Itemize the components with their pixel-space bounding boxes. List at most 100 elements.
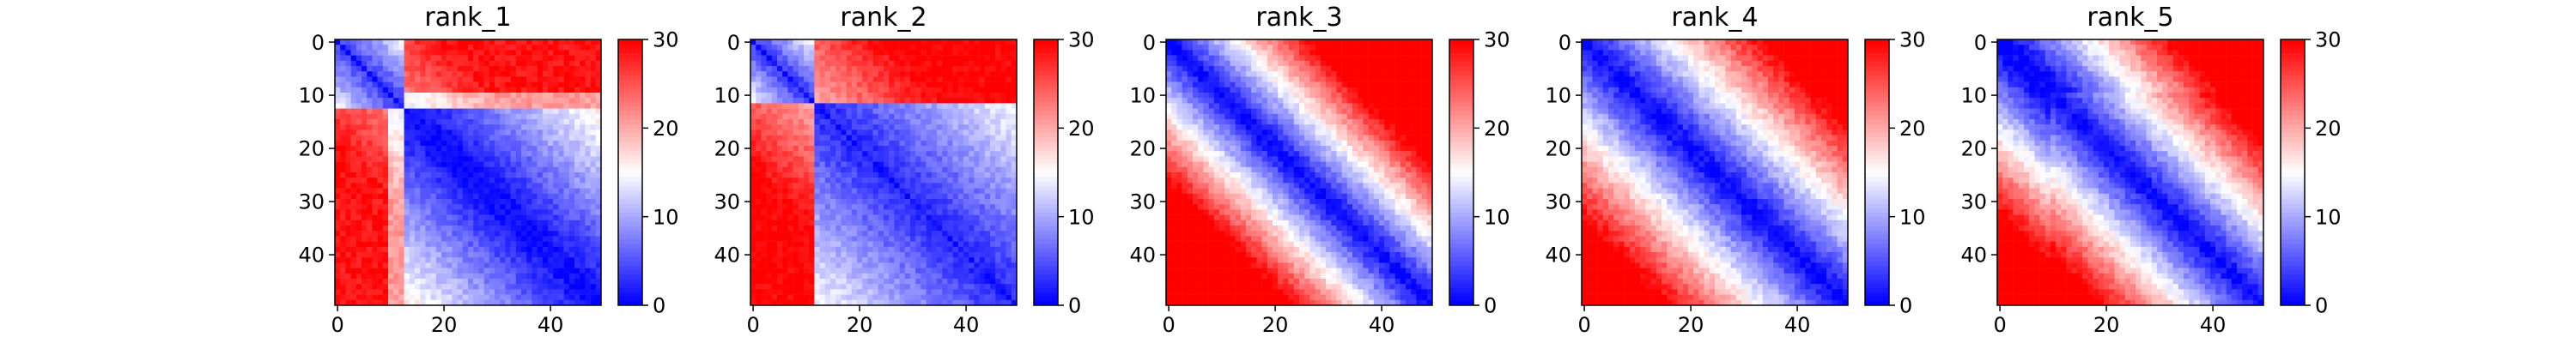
heatmap-cell <box>857 236 863 242</box>
heatmap-cell <box>409 66 416 72</box>
heatmap-cell <box>963 268 969 274</box>
heatmap-cell <box>367 231 373 237</box>
heatmap-cell <box>830 124 836 130</box>
heatmap-cell <box>542 76 549 82</box>
heatmap-cell <box>340 45 346 51</box>
heatmap-cell <box>537 113 544 120</box>
heatmap-cell <box>947 183 953 189</box>
heatmap-cell <box>526 45 532 51</box>
heatmap-cell <box>1005 226 1012 232</box>
heatmap-cell <box>500 226 506 232</box>
heatmap-cell <box>415 284 421 290</box>
heatmap-cell <box>404 188 410 195</box>
heatmap-cell <box>382 188 389 195</box>
heatmap-cell <box>521 289 527 295</box>
heatmap-cell <box>857 146 863 152</box>
heatmap-cell <box>957 129 964 135</box>
heatmap-cell <box>904 257 911 263</box>
heatmap-cell <box>926 71 933 77</box>
heatmap-cell <box>548 246 554 253</box>
heatmap-cell <box>750 108 756 115</box>
heatmap-cell <box>468 183 474 189</box>
heatmap-cell <box>558 146 564 152</box>
heatmap-cell <box>377 93 384 99</box>
heatmap-cell <box>435 220 442 226</box>
heatmap-cell <box>947 262 953 268</box>
heatmap-cell <box>542 129 549 135</box>
heatmap-cell <box>984 268 991 274</box>
heatmap-cell <box>910 39 916 45</box>
heatmap-cell <box>756 60 762 67</box>
heatmap-cell <box>483 129 490 135</box>
heatmap-cell <box>447 76 453 82</box>
heatmap-cell <box>468 226 474 232</box>
heatmap-cell <box>388 156 394 162</box>
heatmap-cell <box>355 204 362 210</box>
heatmap-cell <box>910 129 916 135</box>
heatmap-cell <box>478 257 484 263</box>
heatmap-cell <box>393 226 399 232</box>
heatmap-cell <box>526 108 532 115</box>
heatmap-cell <box>537 81 544 88</box>
heatmap-cell <box>345 241 351 248</box>
heatmap-cell <box>952 178 959 184</box>
heatmap-cell <box>367 294 373 301</box>
heatmap-cell <box>441 262 447 268</box>
heatmap-cell <box>761 55 767 62</box>
heatmap-cell <box>548 209 554 215</box>
heatmap-cell <box>937 220 943 226</box>
heatmap-cell <box>350 209 357 215</box>
heatmap-cell <box>553 188 559 195</box>
heatmap-cell <box>862 209 868 215</box>
heatmap-cell <box>580 299 586 306</box>
heatmap-cell <box>899 140 906 147</box>
heatmap-cell <box>521 220 527 226</box>
heatmap-cell <box>590 193 597 200</box>
heatmap-cell <box>462 209 469 215</box>
heatmap-cell <box>542 199 549 205</box>
heatmap-cell <box>963 55 969 62</box>
heatmap-cell <box>889 66 895 72</box>
heatmap-cell <box>388 236 394 242</box>
heatmap-cell <box>473 76 479 82</box>
heatmap-cell <box>425 268 431 274</box>
heatmap-cell <box>756 66 762 72</box>
heatmap-cell <box>483 135 490 141</box>
heatmap-cell <box>931 214 938 221</box>
heatmap-cell <box>510 140 517 147</box>
heatmap-cell <box>979 279 986 285</box>
heatmap-cell <box>931 188 938 195</box>
heatmap-cell <box>846 113 853 120</box>
heatmap-cell <box>862 93 868 99</box>
heatmap-cell <box>553 273 559 280</box>
heatmap-cell <box>441 252 447 258</box>
heatmap-cell <box>942 178 948 184</box>
heatmap-cell <box>937 50 943 56</box>
heatmap-cell <box>415 113 421 120</box>
heatmap-cell <box>563 172 570 178</box>
heatmap-cell <box>585 98 591 104</box>
heatmap-cell <box>952 273 959 280</box>
heatmap-cell <box>420 140 426 147</box>
heatmap-cell <box>942 183 948 189</box>
heatmap-cell <box>819 284 826 290</box>
heatmap-cell <box>793 268 799 274</box>
heatmap-cell <box>452 108 458 115</box>
heatmap-cell <box>505 166 511 173</box>
heatmap-cell <box>382 299 389 306</box>
heatmap-cell <box>846 193 853 200</box>
heatmap-cell <box>510 289 517 295</box>
heatmap-cell <box>920 119 927 125</box>
heatmap-cell <box>1000 161 1006 168</box>
heatmap-cell <box>532 140 538 147</box>
heatmap-cell <box>910 156 916 162</box>
heatmap-cell <box>361 71 368 77</box>
heatmap-cell <box>367 214 373 221</box>
heatmap-cell <box>377 71 384 77</box>
heatmap-cell <box>814 209 820 215</box>
heatmap-cell <box>452 289 458 295</box>
heatmap-cell <box>585 55 591 62</box>
heatmap-cell <box>462 76 469 82</box>
colorbar-segment <box>618 274 642 280</box>
heatmap-cell <box>1011 199 1018 205</box>
